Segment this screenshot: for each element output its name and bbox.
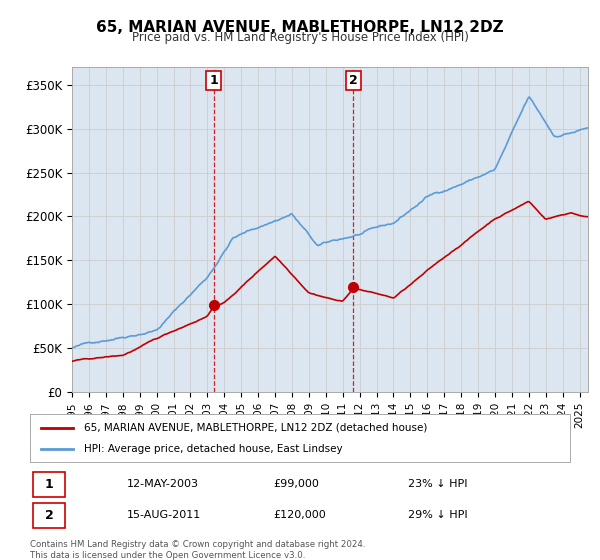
Text: 1: 1	[44, 478, 53, 491]
Text: £99,000: £99,000	[273, 479, 319, 489]
FancyBboxPatch shape	[33, 473, 65, 497]
Text: 12-MAY-2003: 12-MAY-2003	[127, 479, 199, 489]
Text: £120,000: £120,000	[273, 510, 326, 520]
Text: 65, MARIAN AVENUE, MABLETHORPE, LN12 2DZ: 65, MARIAN AVENUE, MABLETHORPE, LN12 2DZ	[96, 20, 504, 35]
Text: HPI: Average price, detached house, East Lindsey: HPI: Average price, detached house, East…	[84, 444, 343, 454]
Text: 2: 2	[349, 74, 358, 87]
Text: 23% ↓ HPI: 23% ↓ HPI	[408, 479, 467, 489]
Text: Price paid vs. HM Land Registry's House Price Index (HPI): Price paid vs. HM Land Registry's House …	[131, 31, 469, 44]
FancyBboxPatch shape	[33, 503, 65, 528]
Text: Contains HM Land Registry data © Crown copyright and database right 2024.
This d: Contains HM Land Registry data © Crown c…	[30, 540, 365, 560]
Text: 29% ↓ HPI: 29% ↓ HPI	[408, 510, 467, 520]
Text: 15-AUG-2011: 15-AUG-2011	[127, 510, 202, 520]
Text: 2: 2	[44, 508, 53, 522]
Text: 1: 1	[209, 74, 218, 87]
Text: 65, MARIAN AVENUE, MABLETHORPE, LN12 2DZ (detached house): 65, MARIAN AVENUE, MABLETHORPE, LN12 2DZ…	[84, 423, 427, 433]
